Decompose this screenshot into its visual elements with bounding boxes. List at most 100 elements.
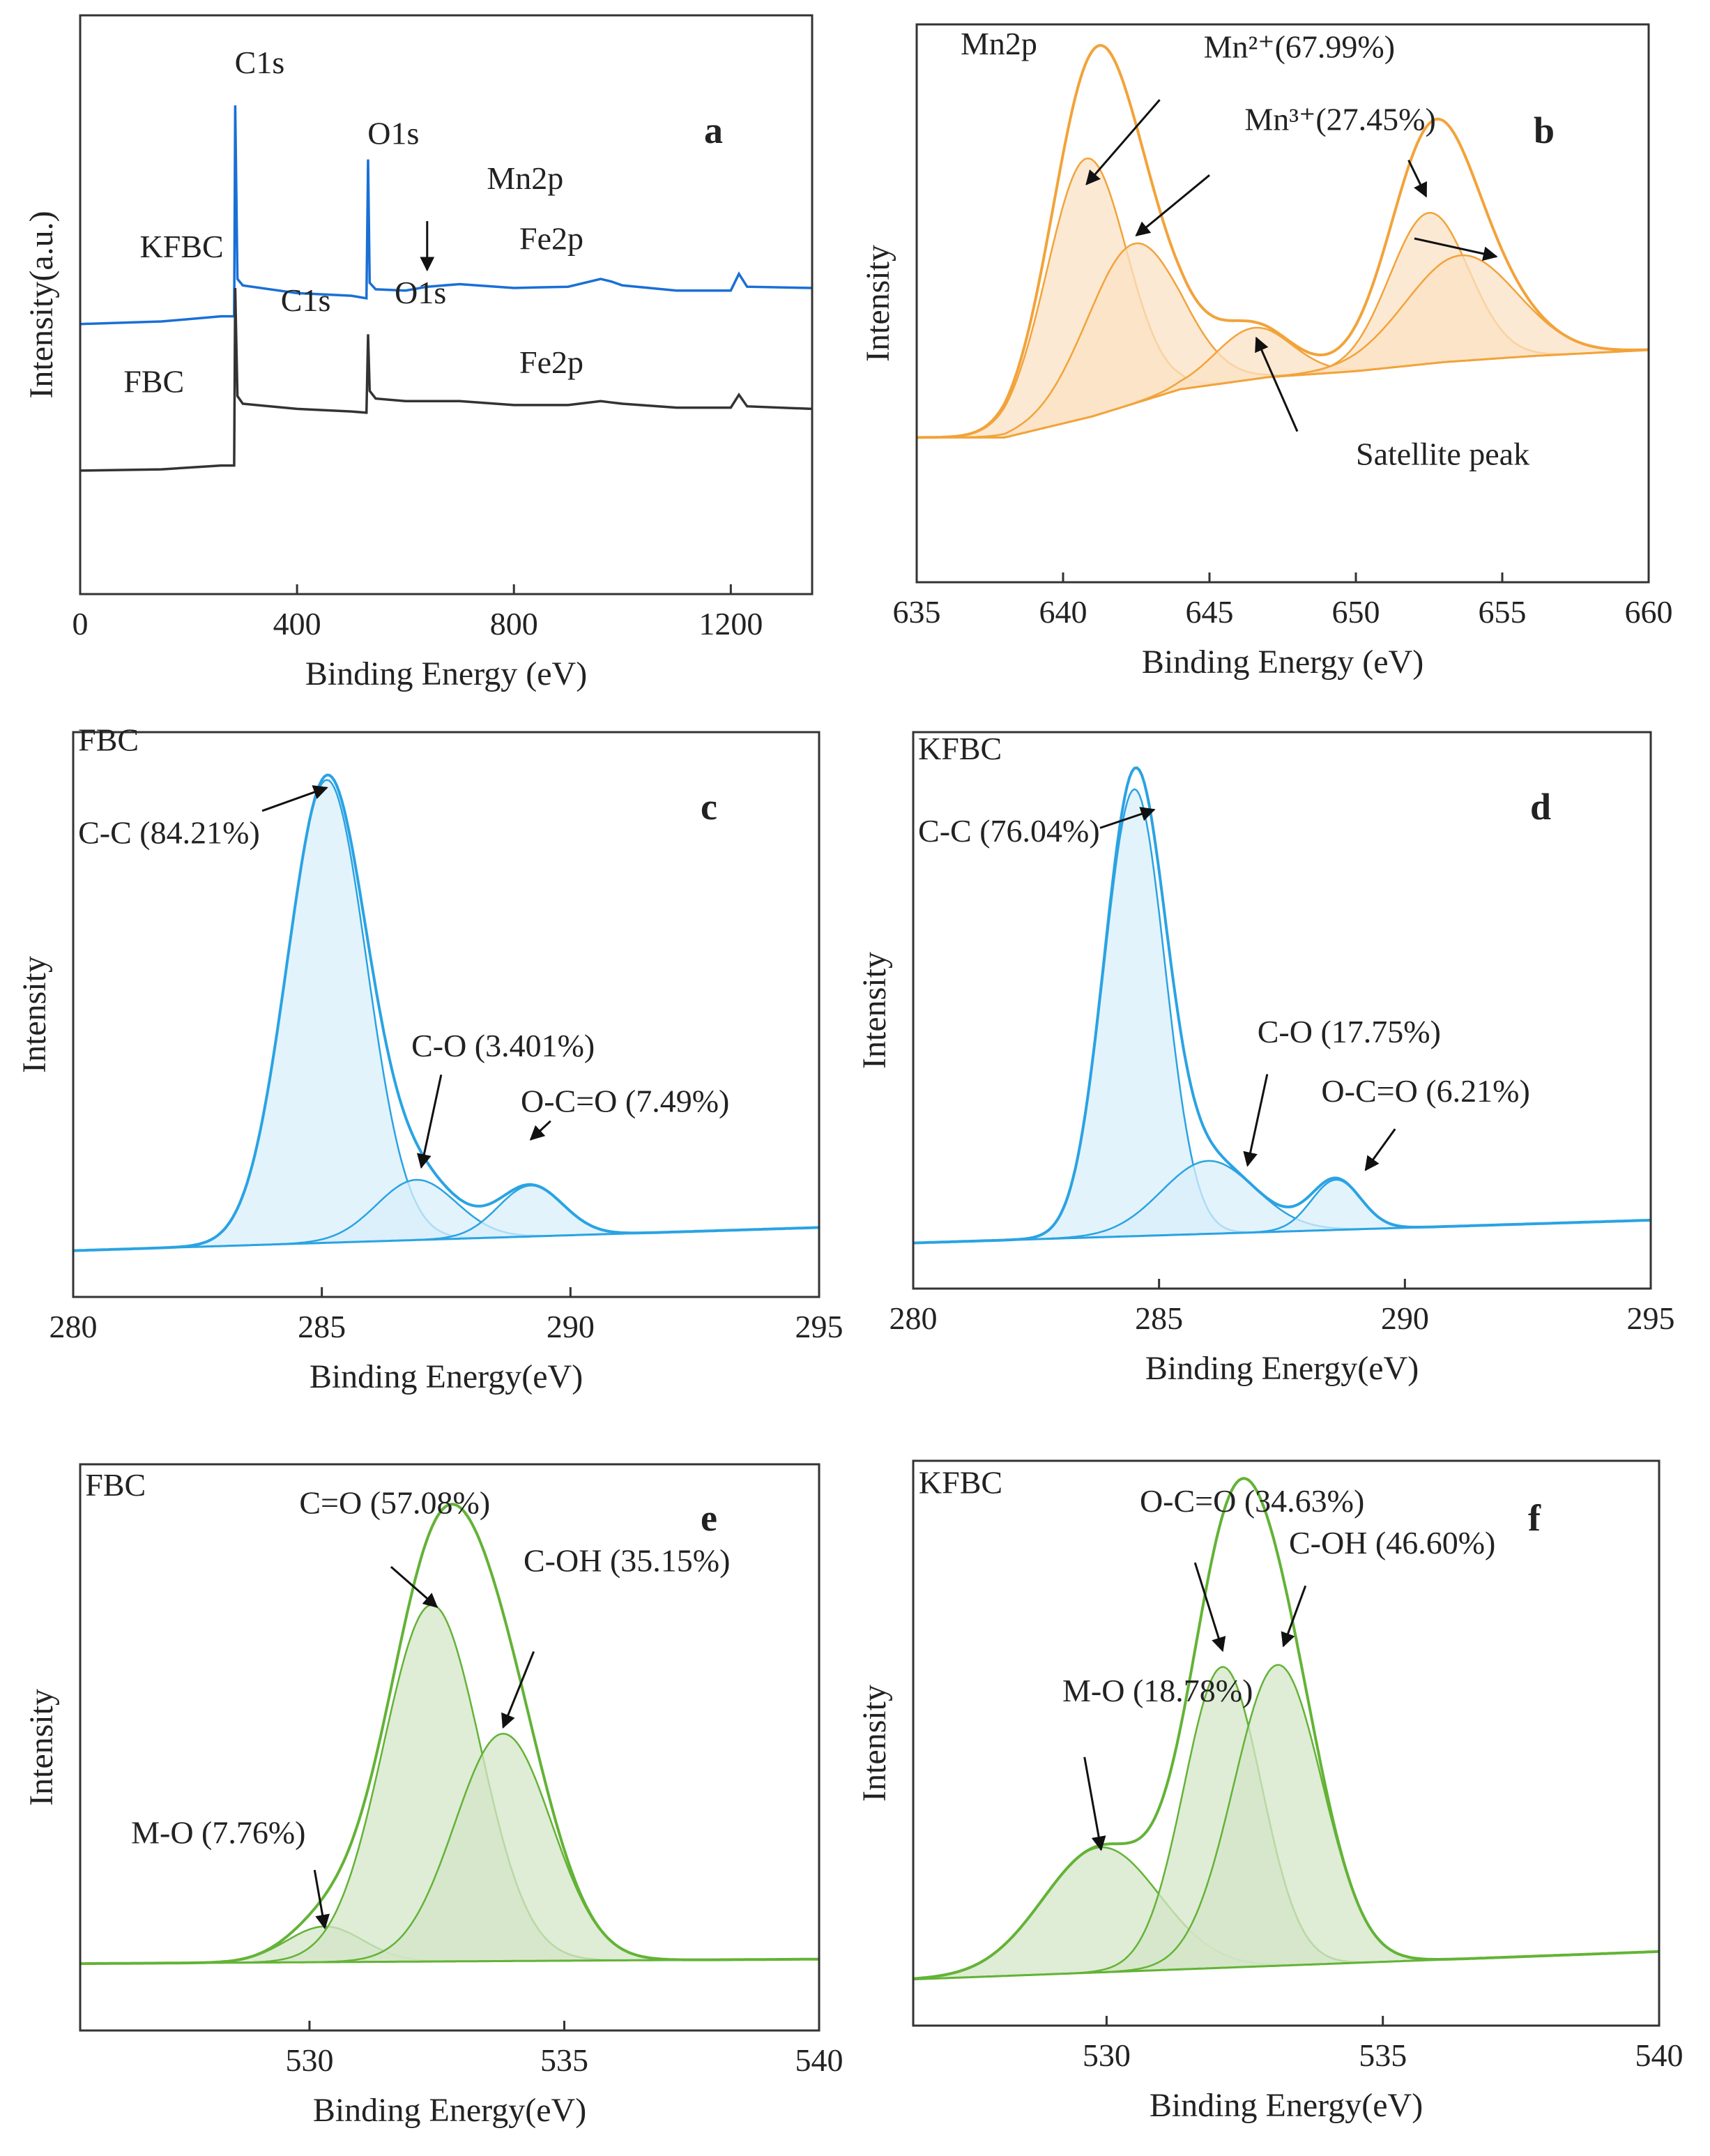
- annotation-b: Mn³⁺(27.45%): [1244, 101, 1435, 137]
- annotation-a: FBC: [123, 363, 184, 399]
- annotation-b: Mn2p: [961, 26, 1037, 61]
- annotation-d: C-C (76.04%): [918, 813, 1100, 849]
- annotation-a: Fe2p: [519, 221, 583, 257]
- x-tick-label-a: 1200: [698, 606, 763, 642]
- x-tick-label-c: 295: [795, 1309, 843, 1344]
- annotation-arrow-b: [1414, 237, 1498, 261]
- annotation-arrow-c: [261, 785, 328, 812]
- plot-area-a: [80, 105, 812, 472]
- axes-frame-a: [79, 14, 814, 595]
- x-tick-label-e: 530: [285, 2042, 333, 2078]
- peak-c-c: [73, 779, 819, 1252]
- series-line-fbc: [80, 287, 812, 472]
- x-tick-label-b: 650: [1332, 594, 1380, 630]
- panel-b: 635 640 645 650 655 660 Binding Energy (eV) Int…: [860, 23, 1673, 681]
- x-tick-label-c: 290: [547, 1309, 595, 1344]
- y-axis-title-d: Intensity: [856, 952, 893, 1069]
- annotation-arrow-b: [1135, 174, 1210, 237]
- annotation-arrow-b: [1085, 99, 1161, 185]
- annotation-a: C1s: [281, 282, 331, 318]
- plot-area-b: [917, 44, 1649, 439]
- annotation-arrow-b: [1407, 159, 1428, 198]
- annotation-c: C-C (84.21%): [78, 814, 260, 850]
- annotation-e: C=O (57.08%): [299, 1485, 490, 1520]
- annotation-f: KFBC: [919, 1464, 1002, 1500]
- axes-frame-e: [79, 1463, 820, 2032]
- annotation-f: O-C=O (34.63%): [1140, 1483, 1364, 1519]
- annotation-arrow-d: [1364, 1128, 1396, 1171]
- y-axis-title-c: Intensity: [16, 956, 53, 1073]
- x-tick-label-d: 295: [1627, 1300, 1675, 1336]
- annotation-d: O-C=O (6.21%): [1321, 1073, 1529, 1109]
- panel-letter-a: a: [704, 109, 723, 151]
- x-tick-label-f: 540: [1635, 2037, 1684, 2073]
- plot-area-f: [913, 1477, 1659, 1981]
- annotation-a: KFBC: [140, 229, 224, 264]
- x-tick-label-f: 535: [1359, 2037, 1407, 2073]
- annotation-a: O1s: [395, 275, 446, 310]
- baseline-f: [913, 1950, 1659, 1981]
- baseline-b: [917, 349, 1649, 439]
- y-axis-title-a: Intensity(a.u.): [23, 211, 60, 398]
- annotation-d: KFBC: [918, 731, 1002, 766]
- annotation-arrow-d: [1099, 807, 1156, 829]
- annotation-e: C-OH (35.15%): [524, 1542, 730, 1578]
- x-axis-title-f: Binding Energy(eV): [1150, 2087, 1423, 2124]
- envelope-b: [917, 44, 1649, 439]
- annotation-a: Fe2p: [519, 344, 583, 380]
- x-tick-label-d: 285: [1135, 1300, 1183, 1336]
- annotation-e: M-O (7.76%): [131, 1814, 305, 1850]
- panel-letter-f: f: [1528, 1497, 1541, 1539]
- axes-frame-b: [915, 23, 1650, 584]
- annotation-arrow-e: [313, 1869, 330, 1930]
- annotation-arrow-d: [1243, 1074, 1269, 1167]
- x-tick-label-f: 530: [1083, 2037, 1131, 2073]
- annotation-f: M-O (18.78%): [1062, 1673, 1253, 1708]
- x-tick-label-b: 640: [1039, 594, 1087, 630]
- panel-letter-e: e: [701, 1497, 717, 1539]
- annotation-arrow-f: [1193, 1562, 1226, 1653]
- y-axis-title-b: Intensity: [860, 245, 896, 362]
- panel-f: 530 535 540 Binding Energy(eV) Intensity KFBC…: [856, 1459, 1684, 2124]
- baseline-d: [913, 1219, 1651, 1245]
- annotation-a: O1s: [367, 115, 419, 151]
- x-tick-label-b: 645: [1186, 594, 1234, 630]
- x-tick-label-b: 660: [1625, 594, 1673, 630]
- panel-letter-c: c: [701, 786, 717, 828]
- annotation-d: C-O (17.75%): [1258, 1014, 1441, 1049]
- plot-area-d: [913, 766, 1651, 1245]
- x-tick-label-c: 280: [49, 1309, 98, 1344]
- baseline-c: [73, 1226, 819, 1252]
- annotation-arrow-c: [529, 1120, 551, 1141]
- annotation-b: Mn²⁺(67.99%): [1204, 29, 1395, 65]
- annotation-c: FBC: [78, 722, 139, 758]
- axes-frame-d: [912, 731, 1652, 1290]
- axes-frame-c: [72, 731, 820, 1298]
- x-tick-label-e: 540: [795, 2042, 843, 2078]
- annotation-c: C-O (3.401%): [411, 1028, 595, 1063]
- x-tick-label-b: 635: [893, 594, 941, 630]
- x-tick-label-d: 280: [890, 1300, 938, 1336]
- x-tick-label-c: 285: [298, 1309, 346, 1344]
- x-axis-title-e: Binding Energy(eV): [313, 2092, 586, 2129]
- axes-frame-f: [912, 1459, 1661, 2027]
- panel-c: 280 285 290 295 Binding Energy(eV) Intensity F…: [16, 722, 843, 1395]
- x-axis-title-b: Binding Energy (eV): [1142, 644, 1423, 681]
- x-axis-title-c: Binding Energy(eV): [310, 1358, 583, 1395]
- x-axis-title-a: Binding Energy (eV): [305, 655, 587, 692]
- panel-e: 530 535 540 Binding Energy(eV) Intensity FBC C…: [23, 1463, 843, 2129]
- annotation-arrow-e: [501, 1650, 535, 1729]
- y-axis-title-e: Intensity: [23, 1689, 60, 1806]
- annotation-arrow-c: [417, 1074, 443, 1169]
- annotation-e: FBC: [85, 1467, 146, 1503]
- annotation-f: C-OH (46.60%): [1289, 1525, 1495, 1561]
- y-axis-title-f: Intensity: [856, 1685, 893, 1802]
- annotation-arrow-f: [1083, 1756, 1106, 1851]
- annotation-b: Satellite peak: [1356, 436, 1529, 471]
- x-tick-label-a: 400: [273, 606, 321, 642]
- x-tick-label-e: 535: [540, 2042, 588, 2078]
- annotation-arrow-f: [1281, 1585, 1307, 1648]
- panel-letter-b: b: [1534, 109, 1555, 151]
- panel-a: 0 400 800 1200 Binding Energy (eV) Intensity(…: [23, 14, 814, 692]
